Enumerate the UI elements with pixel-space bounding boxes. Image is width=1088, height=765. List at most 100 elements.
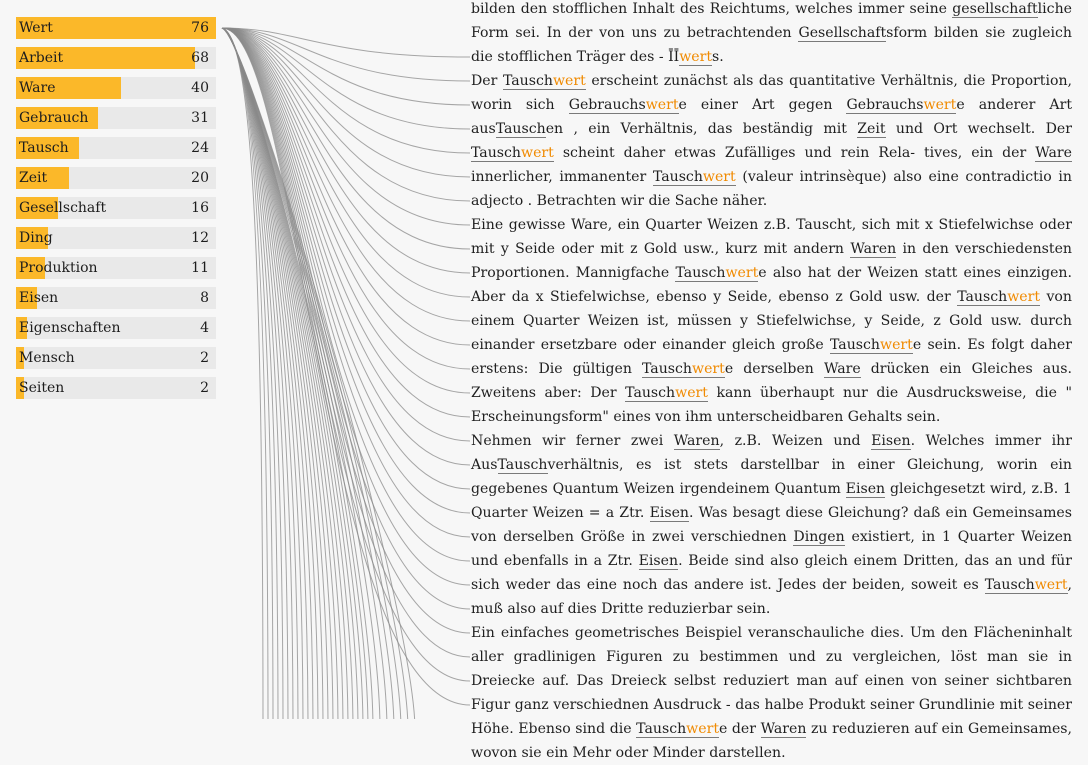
- highlighted-term[interactable]: wert: [679, 49, 713, 66]
- link-curve: [221, 27, 471, 682]
- term-item-ding[interactable]: Ding 12: [16, 227, 216, 249]
- highlighted-term[interactable]: wert: [923, 97, 957, 114]
- highlighted-term[interactable]: wert: [692, 361, 725, 378]
- text-run: e einer Art gegen: [678, 97, 847, 113]
- term-item-gebrauch[interactable]: Gebrauch 31: [16, 107, 216, 129]
- linked-word[interactable]: Zeit: [857, 121, 886, 138]
- term-item-produktion[interactable]: Produktion 11: [16, 257, 216, 279]
- text-run: drücken ein Gleiches aus. Zweitens aber:…: [471, 361, 1073, 401]
- term-label: Ware: [19, 80, 56, 96]
- link-curve: [221, 27, 339, 719]
- text-run: en , ein Verhältnis, das beständig mit: [545, 121, 858, 137]
- linked-word[interactable]: Ware: [1035, 145, 1072, 162]
- text-run: sform bilden sie zugleich die stoffliche…: [471, 25, 1072, 65]
- linked-word[interactable]: Waren: [850, 241, 897, 258]
- link-curve: [221, 27, 416, 719]
- linked-word[interactable]: Gebrauch: [568, 97, 639, 114]
- text-run: (valeur intrinsèque) also eine contradic…: [471, 169, 1072, 209]
- term-item-mensch[interactable]: Mensch 2: [16, 347, 216, 369]
- linked-word[interactable]: Eisen: [871, 433, 911, 450]
- linked-word[interactable]: Eisen: [649, 505, 690, 522]
- text-passage: bilden den stofflichen Inhalt des Reicht…: [471, 0, 1072, 765]
- term-frequency-bar: [16, 377, 24, 399]
- text-run: kann überhaupt nur die Ausdrucksweise, d…: [471, 385, 1072, 425]
- highlighted-term[interactable]: wert: [686, 721, 719, 738]
- linked-word[interactable]: Tausch: [984, 577, 1035, 594]
- paragraph: Ein einfaches geometrisches Beispiel ver…: [471, 621, 1072, 765]
- linked-word[interactable]: Tausch: [625, 385, 676, 402]
- highlighted-term[interactable]: wert: [725, 265, 759, 282]
- text-run: Nehmen wir ferner zwei: [471, 433, 674, 449]
- term-frequency-bar: [16, 257, 45, 279]
- link-curve: [221, 27, 402, 719]
- linked-word[interactable]: s: [916, 97, 924, 114]
- term-item-arbeit[interactable]: Arbeit 68: [16, 47, 216, 69]
- link-curve: [221, 27, 471, 58]
- text-run: scheint daher etwas Zufälliges und rein …: [553, 145, 1036, 161]
- text-run: e derselben: [724, 361, 824, 377]
- highlighted-term[interactable]: wert: [675, 385, 708, 402]
- linked-word[interactable]: Gebrauch: [846, 97, 917, 114]
- term-frequency-bar: [16, 47, 195, 69]
- term-item-seiten[interactable]: Seiten 2: [16, 377, 216, 399]
- link-curve: [221, 27, 471, 490]
- term-item-gesellschaft[interactable]: Gesellschaft 16: [16, 197, 216, 219]
- term-item-wert[interactable]: Wert 76: [16, 17, 216, 39]
- highlighted-term[interactable]: wert: [702, 169, 736, 186]
- linked-word[interactable]: Tausch: [502, 73, 553, 90]
- term-frequency-bar: [16, 197, 59, 219]
- link-curve: [221, 27, 471, 154]
- term-frequency-bar: [16, 287, 38, 309]
- linked-word[interactable]: Tausch: [636, 721, 687, 738]
- linked-word[interactable]: Tausch: [471, 145, 521, 162]
- linked-word[interactable]: s: [638, 97, 646, 114]
- link-curve: [221, 27, 471, 370]
- link-curve: [221, 27, 369, 719]
- linked-word[interactable]: Ware: [823, 361, 861, 378]
- term-item-eigenschaften[interactable]: Eigenschaften 4: [16, 317, 216, 339]
- term-item-zeit[interactable]: Zeit 20: [16, 167, 216, 189]
- term-label: Tausch: [19, 140, 69, 156]
- term-item-ware[interactable]: Ware 40: [16, 77, 216, 99]
- link-curve: [221, 27, 349, 719]
- linked-word[interactable]: gesellschaft: [952, 1, 1038, 18]
- highlighted-term[interactable]: wert: [880, 337, 913, 354]
- link-curve: [221, 27, 344, 719]
- link-curve: [221, 27, 395, 719]
- link-curve: [221, 27, 354, 719]
- term-item-eisen[interactable]: Eisen 8: [16, 287, 216, 309]
- linked-word[interactable]: Tausch: [497, 457, 548, 474]
- term-label: Mensch: [19, 350, 75, 366]
- linked-word[interactable]: Eisen: [845, 481, 886, 498]
- linked-word[interactable]: Tausch: [495, 121, 546, 138]
- highlighted-term[interactable]: wert: [521, 145, 554, 162]
- text-run: verhältnis, es ist stets darstellbar in …: [471, 457, 1072, 497]
- linked-word[interactable]: Tausch: [957, 289, 1008, 306]
- linked-word[interactable]: Tausch: [652, 169, 703, 186]
- linked-word[interactable]: Gesellschaft: [798, 25, 887, 42]
- term-frequency-bar: [16, 227, 48, 249]
- highlighted-term[interactable]: wert: [645, 97, 679, 114]
- term-count: 2: [200, 380, 209, 396]
- linked-word[interactable]: Waren: [673, 433, 720, 450]
- text-run: . Was besagt diese Gleichung? daß ein Ge…: [471, 505, 1073, 545]
- text-run: , muß also auf dies Dritte reduzierbar s…: [471, 577, 1072, 617]
- link-curve: [221, 27, 471, 562]
- highlighted-term[interactable]: wert: [1034, 577, 1068, 594]
- link-curve: [221, 27, 471, 106]
- linked-word[interactable]: Waren: [760, 721, 807, 738]
- text-run: e also hat der Weizen statt eines einzig…: [471, 265, 1072, 305]
- linked-word[interactable]: Tausch: [830, 337, 880, 354]
- highlighted-term[interactable]: wert: [1007, 289, 1040, 306]
- link-curve: [221, 27, 471, 394]
- linked-word[interactable]: Tausch: [675, 265, 726, 282]
- term-count: 16: [191, 200, 209, 216]
- highlighted-term[interactable]: wert: [552, 73, 586, 90]
- link-curve: [221, 27, 381, 719]
- term-item-tausch[interactable]: Tausch 24: [16, 137, 216, 159]
- link-curve: [221, 27, 471, 706]
- linked-word[interactable]: Dingen: [793, 529, 845, 546]
- linked-word[interactable]: Eisen: [638, 553, 679, 570]
- linked-word[interactable]: Tausch: [642, 361, 692, 378]
- text-run: von einem Quarter Weizen ist, müssen y S…: [471, 289, 1072, 353]
